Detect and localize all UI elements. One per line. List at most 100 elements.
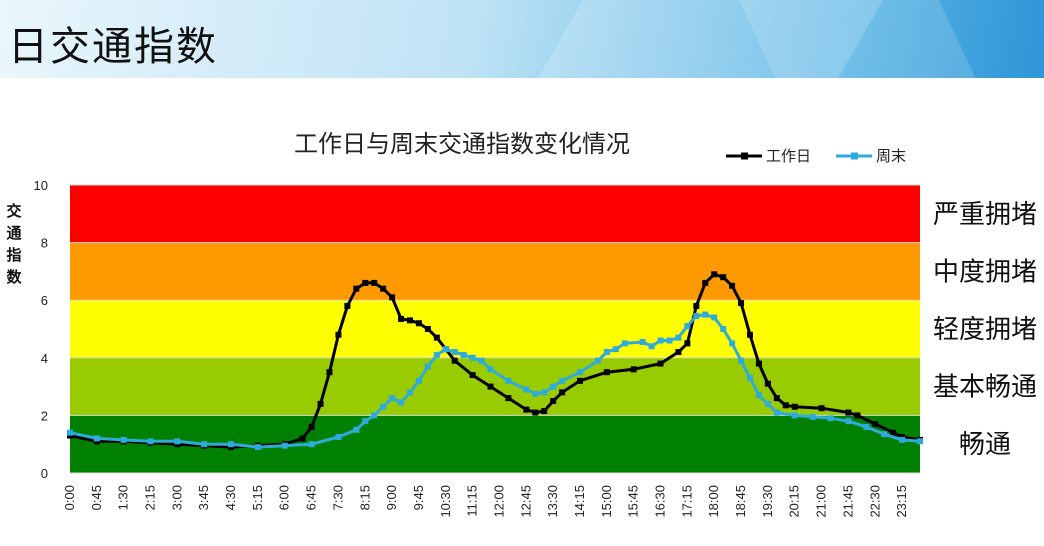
series-point-1 (791, 412, 798, 419)
series-point-1 (621, 340, 628, 347)
series-point-1 (702, 311, 709, 318)
x-tick-label: 20:15 (787, 485, 802, 518)
series-point-0 (845, 409, 852, 416)
x-tick-label: 18:00 (706, 485, 721, 518)
series-point-1 (254, 444, 261, 451)
x-tick-label: 23:15 (894, 485, 909, 518)
series-point-1 (415, 377, 422, 384)
x-tick-label: 19:30 (760, 485, 775, 518)
series-point-1 (675, 334, 682, 341)
y-tick-label: 2 (41, 408, 48, 423)
x-tick-label: 11:15 (465, 485, 480, 517)
x-tick-label: 15:45 (626, 485, 641, 518)
x-tick-label: 3:00 (169, 485, 184, 510)
series-point-1 (380, 403, 387, 410)
series-point-0 (657, 360, 664, 367)
x-tick-label: 1:30 (116, 485, 131, 510)
series-point-0 (371, 279, 378, 286)
series-point-1 (550, 383, 557, 390)
series-point-0 (738, 300, 745, 307)
series-point-0 (469, 372, 476, 379)
series-point-0 (755, 360, 762, 367)
series-point-0 (326, 369, 333, 376)
series-point-1 (612, 346, 619, 353)
x-axis: 0:00 0:45 1:30 2:15 3:00 3:45 4:30 5:15 6:00 6:45… (62, 485, 909, 518)
series-point-1 (559, 377, 566, 384)
x-tick-label: 10:30 (438, 485, 453, 518)
series-point-0 (702, 279, 709, 286)
series-point-1 (711, 314, 718, 321)
series-point-1 (469, 354, 476, 361)
chart-title: 工作日与周末交通指数变化情况 (294, 130, 630, 158)
series-point-0 (764, 380, 771, 387)
series-point-0 (550, 398, 557, 404)
series-point-0 (693, 302, 700, 309)
page-title: 日交通指数 (8, 24, 218, 70)
series-point-0 (487, 383, 494, 390)
series-point-1 (863, 423, 870, 430)
series-point-1 (451, 349, 458, 356)
series-point-1 (398, 399, 405, 406)
x-tick-label: 6:45 (304, 485, 319, 510)
header-decoration (734, 0, 986, 78)
series-point-1 (228, 441, 235, 448)
series-point-1 (827, 415, 834, 422)
series-point-1 (442, 346, 449, 353)
x-tick-label: 22:30 (867, 485, 882, 518)
series-point-0 (577, 377, 583, 384)
series-point-1 (639, 338, 646, 345)
series-point-1 (93, 435, 100, 442)
series-point-0 (317, 400, 324, 407)
band-label-3: 基本畅通 (933, 373, 1037, 403)
y-tick-label: 8 (41, 236, 48, 251)
series-point-0 (451, 357, 458, 364)
series-point-0 (729, 282, 736, 289)
series-point-1 (666, 337, 673, 344)
series-point-0 (398, 315, 405, 322)
series-point-0 (773, 395, 780, 402)
x-tick-label: 9:45 (411, 485, 426, 510)
x-tick-label: 6:00 (277, 485, 292, 510)
legend-label-0: 工作日 (766, 147, 811, 165)
series-point-1 (433, 351, 440, 358)
series-point-1 (308, 441, 315, 448)
series-point-0 (380, 285, 387, 292)
series-point-1 (881, 431, 888, 438)
x-tick-label: 4:30 (223, 485, 238, 510)
series-point-1 (120, 436, 127, 443)
header-banner: 日交通指数 (0, 0, 1044, 78)
x-tick-label: 18:45 (733, 485, 748, 518)
series-point-1 (755, 392, 762, 399)
x-tick-label: 21:00 (814, 485, 829, 518)
series-point-1 (747, 374, 753, 381)
series-point-0 (299, 435, 306, 442)
series-point-0 (603, 369, 610, 376)
series-point-0 (711, 271, 718, 278)
series-point-0 (424, 326, 431, 332)
band-label-2: 轻度拥堵 (933, 315, 1037, 345)
band-2 (70, 300, 920, 358)
series-point-0 (362, 279, 369, 286)
series-point-0 (344, 302, 351, 309)
series-point-0 (523, 406, 530, 413)
series-point-0 (559, 389, 566, 396)
series-point-1 (201, 441, 208, 448)
series-point-0 (747, 331, 753, 338)
series-point-0 (407, 317, 413, 324)
series-point-1 (845, 418, 852, 425)
series-point-0 (791, 403, 798, 410)
series-point-1 (809, 413, 816, 420)
series-point-1 (147, 438, 154, 445)
series-point-0 (684, 340, 691, 347)
series-point-1 (532, 390, 539, 397)
series-point-1 (899, 436, 906, 443)
series-point-0 (541, 408, 548, 415)
series-point-0 (433, 334, 440, 341)
y-label-char: 通 (6, 224, 21, 242)
x-tick-label: 12:00 (491, 485, 506, 518)
series-point-0 (854, 412, 861, 419)
series-group (67, 271, 923, 451)
series-point-1 (657, 337, 664, 344)
legend-label-1: 周末 (876, 147, 906, 165)
